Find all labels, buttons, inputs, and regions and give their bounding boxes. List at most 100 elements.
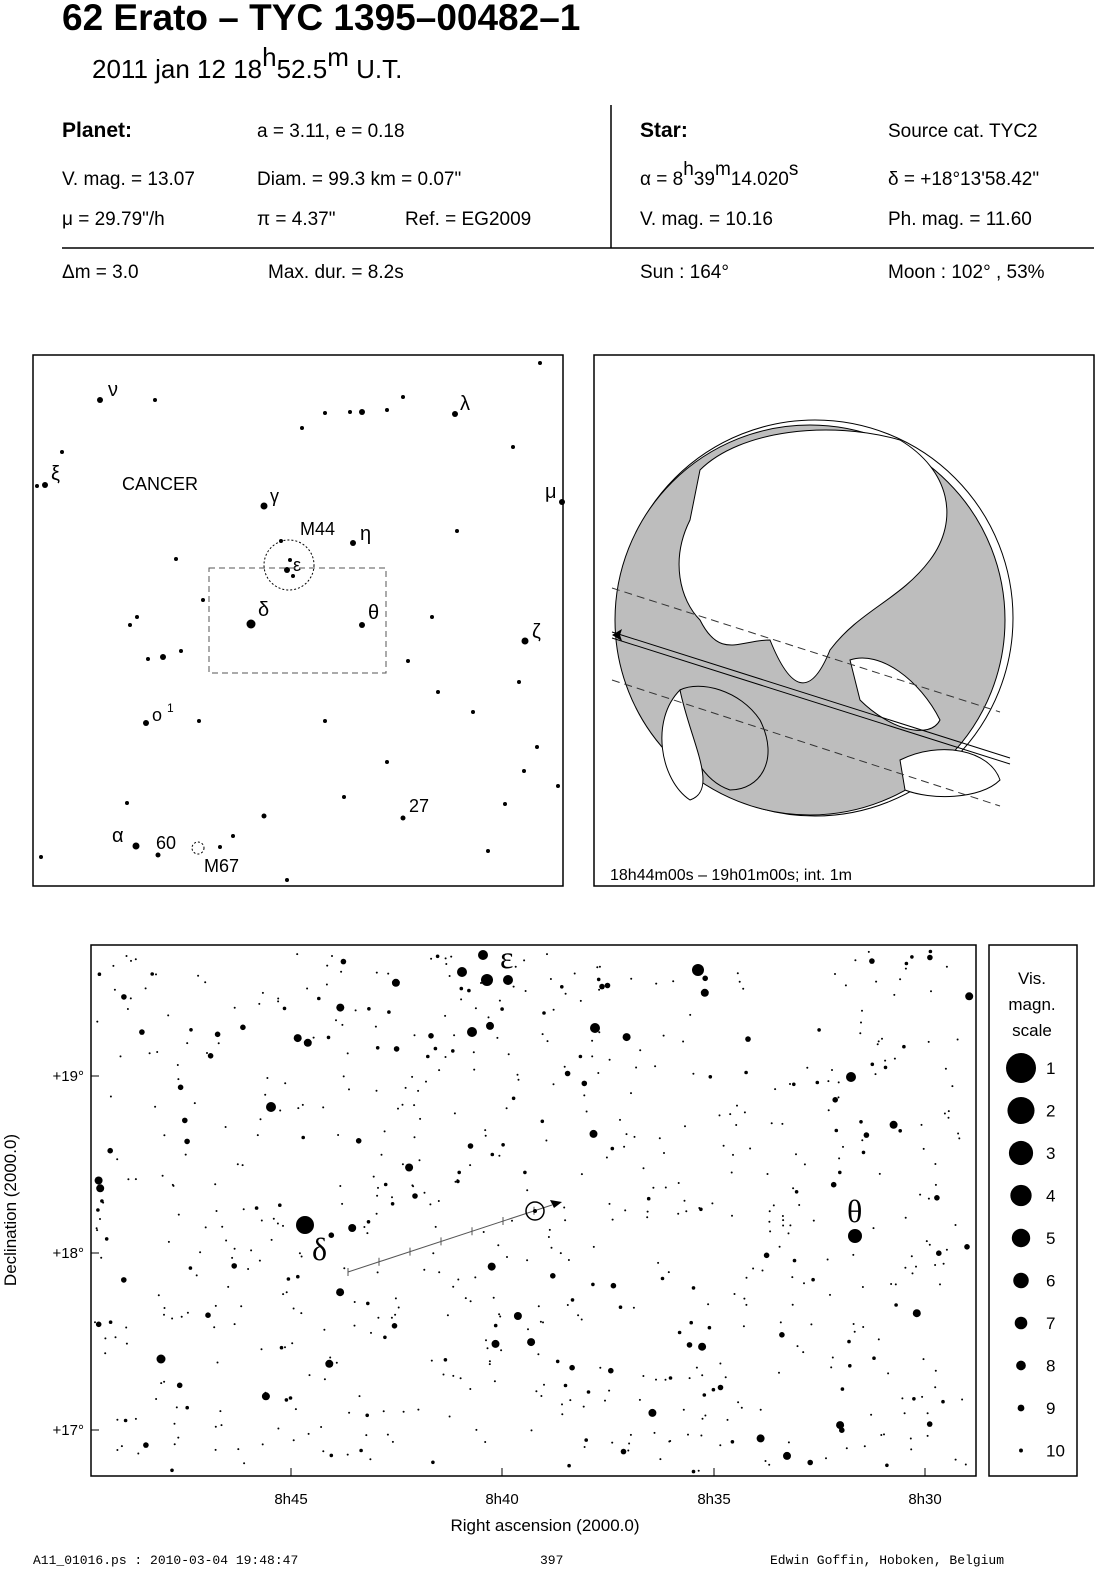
star	[893, 993, 896, 996]
star	[156, 1051, 159, 1053]
star	[876, 1043, 879, 1046]
star	[96, 1184, 105, 1193]
star	[731, 1214, 733, 1217]
star	[733, 1293, 736, 1295]
star	[934, 1183, 937, 1186]
star	[700, 988, 709, 997]
star	[781, 1122, 784, 1125]
star	[173, 1422, 176, 1425]
star	[902, 1044, 906, 1049]
star	[417, 1089, 420, 1092]
star	[853, 1330, 856, 1333]
detail-chart: ε δ θ 8h45 8h40 8h35 8h30 +19° +18° +17°	[53, 939, 974, 1508]
star	[387, 1010, 391, 1014]
star	[700, 1434, 703, 1437]
star	[756, 1434, 765, 1443]
star	[861, 1009, 863, 1012]
star	[945, 1248, 948, 1251]
star	[878, 1172, 881, 1175]
star	[701, 1417, 704, 1420]
star	[827, 1080, 830, 1083]
star-vmag: V. mag. = 10.16	[640, 209, 773, 230]
star	[221, 1225, 224, 1228]
star	[646, 1216, 649, 1219]
path-arrow	[550, 1200, 562, 1208]
star	[870, 1413, 873, 1416]
star	[130, 959, 132, 962]
star	[672, 980, 675, 983]
star	[367, 1007, 371, 1011]
star	[635, 1066, 638, 1069]
legend-label: 8	[1046, 1357, 1055, 1376]
star	[411, 1075, 414, 1078]
star	[789, 1083, 791, 1085]
occultation-path	[347, 1204, 553, 1273]
star	[847, 1339, 851, 1344]
star	[272, 1217, 275, 1220]
star	[258, 1259, 261, 1262]
star	[193, 1102, 196, 1105]
star	[585, 1110, 588, 1113]
star	[243, 1462, 246, 1465]
star-label: ε	[293, 555, 301, 575]
star	[806, 1066, 809, 1069]
star	[691, 1469, 696, 1474]
star	[526, 1189, 529, 1192]
star	[266, 1077, 269, 1079]
star	[719, 1362, 722, 1365]
star	[376, 1194, 379, 1197]
star	[225, 1239, 228, 1242]
shadow-edge	[611, 587, 1001, 713]
star	[475, 1428, 478, 1431]
star	[127, 1178, 130, 1181]
star	[469, 1300, 472, 1303]
star-label: α	[112, 825, 124, 847]
star	[189, 1028, 193, 1032]
star	[394, 1297, 397, 1300]
star	[729, 1113, 732, 1116]
star	[143, 1442, 149, 1448]
ra: α = 8h39m14.020s	[640, 159, 798, 190]
star	[284, 1082, 287, 1085]
star	[860, 1021, 862, 1024]
star	[736, 972, 739, 975]
star	[654, 1065, 657, 1068]
star	[743, 1297, 746, 1300]
star	[792, 1082, 796, 1087]
star	[870, 1062, 875, 1067]
star	[682, 1040, 685, 1043]
star	[599, 1366, 602, 1369]
star	[125, 1326, 128, 1329]
star	[580, 1173, 583, 1176]
star	[704, 1414, 707, 1417]
star	[842, 1145, 844, 1148]
star	[312, 1036, 315, 1039]
track-arrow	[612, 629, 622, 641]
star	[423, 1268, 426, 1271]
star-label: 60	[156, 833, 176, 853]
star	[119, 1055, 122, 1058]
star	[926, 1421, 933, 1427]
star	[926, 1434, 929, 1437]
star	[329, 1356, 332, 1359]
star	[435, 954, 440, 959]
star	[781, 1215, 784, 1217]
star	[964, 1244, 970, 1250]
star	[584, 1438, 588, 1442]
star	[457, 1170, 462, 1175]
star	[467, 1143, 474, 1149]
star	[96, 1208, 100, 1212]
star	[591, 1282, 595, 1287]
star	[413, 1034, 416, 1037]
star	[863, 1445, 866, 1448]
star	[749, 1147, 752, 1150]
star-label: 27	[409, 796, 429, 816]
star	[214, 1183, 217, 1186]
star	[438, 1069, 441, 1072]
star	[803, 1163, 806, 1166]
star	[341, 1023, 344, 1026]
star	[566, 1304, 569, 1306]
x-axis-label: Right ascension (2000.0)	[450, 1516, 639, 1535]
star	[464, 1297, 467, 1300]
star	[279, 1109, 282, 1112]
